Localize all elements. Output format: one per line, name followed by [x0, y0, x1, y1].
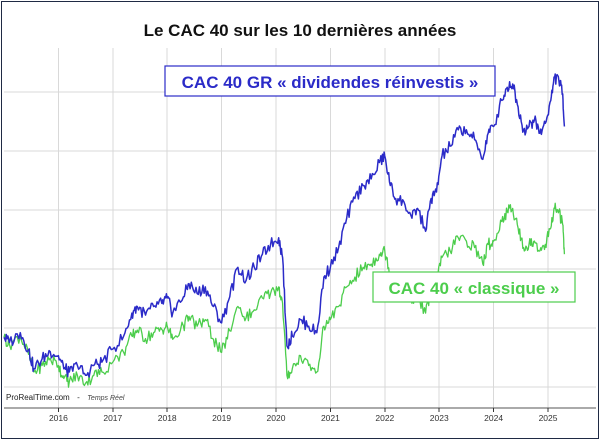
- x-tick-label: 2016: [49, 413, 68, 423]
- classic-label-box: [372, 271, 576, 303]
- source-credit: ProRealTime.com - Temps Réel: [6, 387, 125, 404]
- classic-label: CAC 40 « classique »: [372, 271, 576, 303]
- x-tick-label: 2018: [158, 413, 177, 423]
- gr-label: CAC 40 GR « dividendes réinvestis »: [164, 65, 496, 97]
- source-separator: -: [77, 393, 80, 402]
- x-axis: 2016 2017 2018 2019 2020 2021 2022 2023 2024 2025: [49, 408, 558, 423]
- classic-label-text: CAC 40 « classique »: [388, 279, 559, 298]
- chart-title: Le CAC 40 sur les 10 dernières années: [143, 21, 457, 40]
- x-tick-label: 2022: [375, 413, 394, 423]
- x-tick-label: 2020: [267, 413, 286, 423]
- series-line-gr: [3, 73, 566, 378]
- x-tick-label: 2021: [321, 413, 340, 423]
- x-tick-label: 2023: [430, 413, 449, 423]
- x-tick-label: 2025: [539, 413, 558, 423]
- series-line-classic: [3, 202, 566, 388]
- x-tick-label: 2024: [484, 413, 503, 423]
- gr-label-box: [164, 65, 496, 97]
- source-name: ProRealTime.com: [6, 393, 70, 402]
- source-realtime: Temps Réel: [87, 395, 125, 402]
- x-tick-label: 2019: [212, 413, 231, 423]
- gr-label-text: CAC 40 GR « dividendes réinvestis »: [182, 73, 479, 92]
- grid-lines: [4, 48, 596, 408]
- series-layer: [3, 73, 566, 388]
- x-tick-label: 2017: [103, 413, 122, 423]
